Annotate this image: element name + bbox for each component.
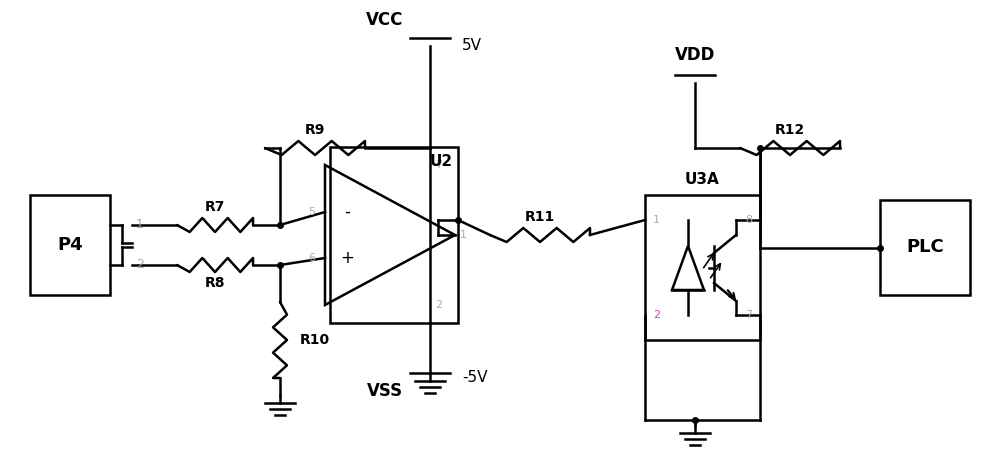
Text: 2: 2 [653,310,660,320]
Text: 5: 5 [308,207,315,217]
Bar [330,147,458,323]
Text: R8: R8 [205,276,225,290]
Text: R9: R9 [305,123,325,137]
Text: VCC: VCC [366,11,404,29]
Text: R12: R12 [775,123,805,137]
Bar [645,195,760,340]
Text: U2: U2 [430,154,453,170]
Text: -: - [344,203,350,221]
Text: 1: 1 [136,219,144,232]
Text: 2: 2 [136,259,144,271]
Bar [30,195,110,295]
Text: -5V: -5V [462,371,488,385]
Text: 6: 6 [308,253,315,263]
Text: 7: 7 [435,160,442,170]
Text: VSS: VSS [367,382,403,400]
Text: VDD: VDD [675,46,715,64]
Text: U3A: U3A [685,172,720,187]
Text: 5V: 5V [462,39,482,54]
Bar [880,200,970,295]
Text: +: + [340,249,354,267]
Text: 1: 1 [460,230,467,240]
Text: R10: R10 [300,333,330,347]
Text: P4: P4 [57,236,83,254]
Text: 2: 2 [435,300,442,310]
Text: 7: 7 [745,310,752,320]
Text: 1: 1 [653,215,660,225]
Text: R7: R7 [205,200,225,214]
Text: 8: 8 [745,215,752,225]
Text: R11: R11 [525,210,555,224]
Text: PLC: PLC [906,238,944,257]
